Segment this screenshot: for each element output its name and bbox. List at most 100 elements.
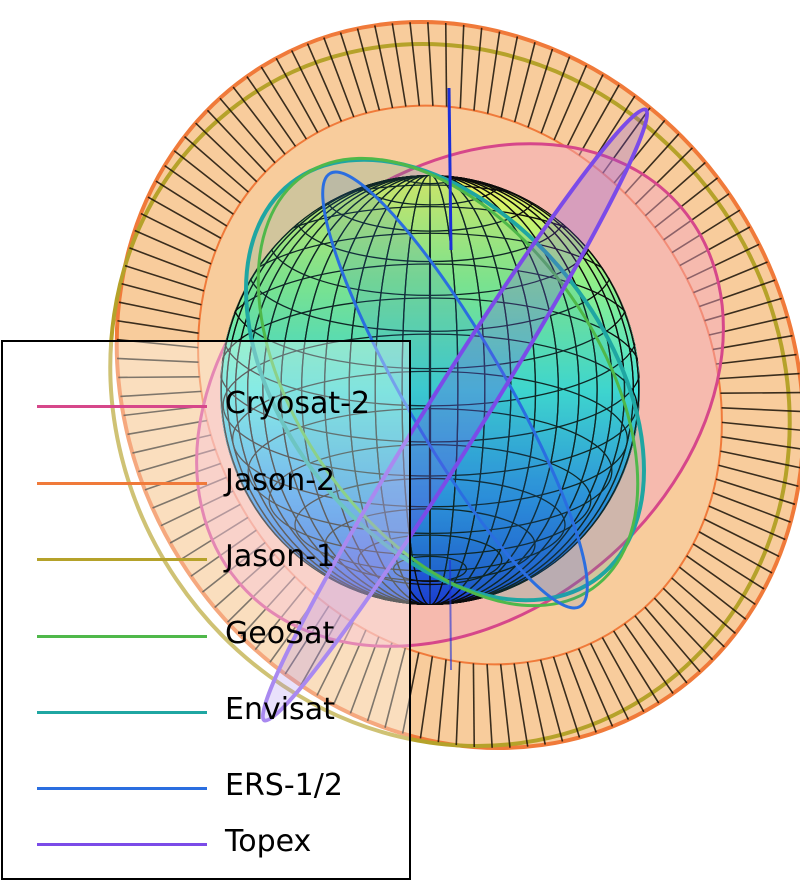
ring-spoke <box>704 297 782 322</box>
ring-spoke <box>553 64 588 141</box>
ring-spoke <box>486 664 493 748</box>
ring-spoke <box>472 663 476 747</box>
ring-spoke <box>155 180 228 227</box>
meridian-line <box>262 175 598 605</box>
ring-spoke <box>623 623 674 694</box>
ring-spoke <box>721 436 800 450</box>
legend-item: Cryosat-2 <box>3 382 409 432</box>
ring-spoke <box>124 264 205 292</box>
ring-spoke <box>718 464 799 487</box>
ring-spoke <box>144 462 221 491</box>
meridian-line <box>301 175 559 605</box>
ring-spoke <box>427 22 434 106</box>
topex-orbit-ring <box>260 107 650 723</box>
ring-spoke <box>195 122 258 183</box>
ring-spoke <box>138 448 216 473</box>
ring-spoke <box>663 193 730 241</box>
legend-label: ERS-1/2 <box>225 768 343 803</box>
ring-spoke <box>671 577 736 635</box>
ring-spoke <box>120 390 202 398</box>
ring-spoke <box>712 334 793 351</box>
ring-spoke <box>332 629 367 706</box>
ring-spoke <box>678 566 747 620</box>
ring-spoke <box>147 196 222 239</box>
ring-spoke <box>356 28 381 111</box>
geosat-orbit-ring <box>256 156 640 608</box>
ring-spoke <box>444 23 448 107</box>
legend-label: Envisat <box>225 692 335 727</box>
ring-spoke <box>184 135 249 193</box>
ring-spoke <box>152 476 227 509</box>
ring-spoke <box>686 243 760 280</box>
ring-spoke <box>526 661 547 745</box>
ring-spoke <box>612 630 660 704</box>
ring-spoke <box>634 147 693 205</box>
ring-spoke <box>349 636 380 714</box>
ring-spoke <box>654 177 719 229</box>
ring-spoke <box>613 119 666 184</box>
ring-spoke <box>671 209 741 254</box>
ring-spoke <box>720 450 800 469</box>
ring-spoke <box>134 229 212 265</box>
ring-spoke <box>384 647 407 728</box>
legend-item: ERS-1/2 <box>3 764 409 814</box>
legend-label: Cryosat-2 <box>225 386 371 421</box>
ring-spoke <box>275 57 319 133</box>
ring-spoke <box>164 164 234 215</box>
ring-spoke <box>366 642 393 722</box>
legend-item: Envisat <box>3 688 409 738</box>
ring-spoke <box>117 319 199 334</box>
ring-spoke <box>214 553 276 609</box>
ring-spoke <box>716 353 797 365</box>
ring-spoke <box>455 661 461 746</box>
ring-spoke <box>708 505 786 541</box>
ring-spoke <box>190 529 257 577</box>
ring-spoke <box>679 226 751 267</box>
meridian-line <box>220 175 640 605</box>
ring-spoke <box>578 84 620 156</box>
ers-orbit-ring <box>321 170 589 610</box>
meridian-line <box>226 175 634 605</box>
ring-spoke <box>373 25 394 109</box>
legend-swatch <box>37 843 207 846</box>
ring-spoke <box>662 587 725 648</box>
ring-spoke <box>129 247 208 278</box>
ring-spoke <box>703 518 780 558</box>
ring-spoke <box>409 22 421 106</box>
legend: Cryosat-2 Jason-2 Jason-1 GeoSat Envisat… <box>1 340 411 880</box>
legend-item: GeoSat <box>3 612 409 662</box>
ring-spoke <box>566 74 604 148</box>
ring-spoke <box>118 301 200 320</box>
ring-spoke <box>306 43 343 122</box>
meridian-line <box>234 175 626 605</box>
ring-spoke <box>118 375 200 379</box>
ring-spoke <box>316 622 354 696</box>
ring-spoke <box>179 516 249 561</box>
meridian-line <box>428 175 432 605</box>
ring-spoke <box>260 66 308 140</box>
ring-spoke <box>601 637 645 713</box>
ring-spoke <box>473 27 483 111</box>
legend-label: GeoSat <box>225 616 335 651</box>
ring-spoke <box>206 109 267 173</box>
ring-spoke <box>721 421 800 431</box>
ring-spoke <box>539 659 564 742</box>
ring-spoke <box>232 86 286 155</box>
ring-spoke <box>721 407 800 413</box>
ring-spoke <box>486 31 501 114</box>
ring-spoke <box>513 663 529 747</box>
legend-swatch <box>37 711 207 714</box>
ring-spoke <box>121 283 202 306</box>
ring-spoke <box>117 357 199 363</box>
ring-spoke <box>227 565 286 623</box>
ring-spoke <box>540 56 571 134</box>
legend-swatch <box>37 482 207 485</box>
ring-spoke <box>552 656 581 738</box>
ring-spoke <box>692 543 765 590</box>
ring-spoke <box>565 652 597 733</box>
legend-swatch <box>37 787 207 790</box>
ring-spoke <box>527 48 554 128</box>
ring-spoke <box>718 372 800 380</box>
legend-item: Topex <box>3 820 409 870</box>
